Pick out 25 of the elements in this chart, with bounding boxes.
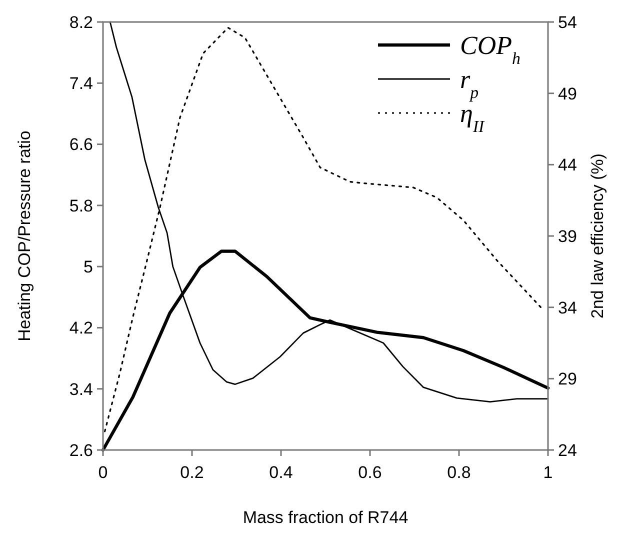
y-tick-label: 3.4 bbox=[69, 380, 93, 399]
x-tick-label: 0.4 bbox=[269, 463, 293, 482]
legend-label: COP$_{h}$ bbox=[460, 31, 520, 68]
y-axis-title: Heating COP/Pressure ratio bbox=[15, 130, 34, 342]
x-axis-title: Mass fraction of R744 bbox=[242, 508, 408, 527]
x-tick-label: 0.2 bbox=[180, 463, 204, 482]
y2-tick-label: 34 bbox=[558, 298, 577, 318]
x-tick-label: 0.8 bbox=[447, 463, 471, 482]
y-tick-label: 5.8 bbox=[69, 196, 93, 216]
y2-tick-label: 54 bbox=[558, 12, 577, 32]
y2-tick-label: 49 bbox=[558, 84, 577, 104]
y2-tick-label: 44 bbox=[558, 156, 577, 175]
y-tick-label: 8.2 bbox=[69, 12, 93, 32]
y-tick-label: 4.2 bbox=[69, 318, 93, 338]
y-tick-label: 5 bbox=[84, 258, 93, 277]
x-tick-label: 0.6 bbox=[358, 463, 382, 482]
y-tick-label: 7.4 bbox=[69, 74, 93, 94]
y-tick-label: 2.6 bbox=[69, 440, 93, 460]
y-tick-label: 6.6 bbox=[69, 135, 93, 154]
x-tick-label: 0 bbox=[98, 463, 108, 482]
y2-tick-label: 29 bbox=[558, 370, 577, 389]
y2-tick-label: 24 bbox=[558, 440, 577, 460]
x-tick-label: 1 bbox=[543, 463, 553, 482]
y2-axis-title: 2nd law efficiency (%) bbox=[588, 153, 607, 319]
y2-tick-label: 39 bbox=[558, 226, 577, 246]
